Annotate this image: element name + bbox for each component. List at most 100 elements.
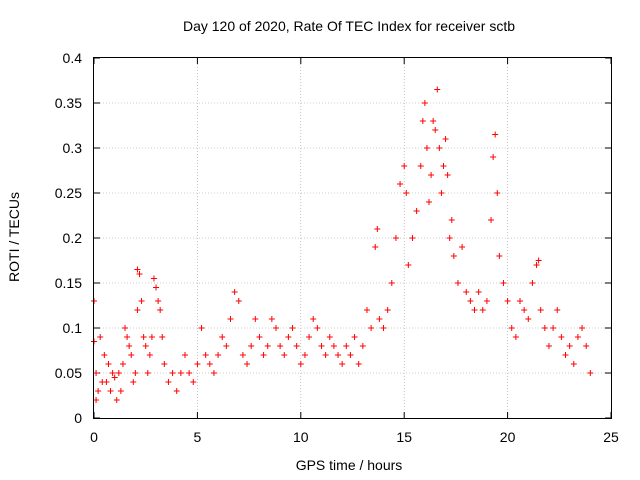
y-tick-label: 0.1 bbox=[63, 320, 83, 336]
data-point bbox=[550, 325, 557, 331]
data-point bbox=[235, 298, 242, 304]
data-point bbox=[132, 370, 139, 376]
data-point bbox=[517, 298, 524, 304]
data-point bbox=[177, 370, 184, 376]
data-point bbox=[130, 379, 137, 385]
data-point bbox=[432, 127, 439, 133]
data-point bbox=[440, 163, 447, 169]
data-point bbox=[142, 343, 149, 349]
data-point bbox=[583, 343, 590, 349]
data-point bbox=[459, 244, 466, 250]
data-point bbox=[363, 307, 370, 313]
data-point bbox=[351, 334, 358, 340]
data-point bbox=[202, 352, 209, 358]
data-point bbox=[405, 262, 412, 268]
x-tick-label: 5 bbox=[194, 429, 202, 445]
data-point bbox=[529, 280, 536, 286]
data-point bbox=[297, 361, 304, 367]
data-point bbox=[535, 257, 542, 264]
data-point bbox=[384, 307, 391, 313]
y-tick-label: 0.05 bbox=[55, 365, 82, 381]
data-point bbox=[252, 316, 259, 322]
data-point bbox=[403, 190, 410, 196]
data-point bbox=[165, 379, 172, 385]
data-point bbox=[368, 325, 375, 331]
data-point bbox=[335, 352, 342, 358]
data-point bbox=[248, 343, 255, 349]
data-point bbox=[210, 370, 217, 376]
data-point bbox=[93, 370, 100, 376]
data-point bbox=[306, 334, 313, 340]
data-point bbox=[372, 244, 379, 250]
data-point bbox=[475, 289, 482, 295]
data-point bbox=[219, 334, 226, 340]
data-point bbox=[545, 343, 552, 349]
data-point bbox=[467, 298, 474, 304]
data-point bbox=[558, 334, 565, 340]
data-point bbox=[146, 352, 153, 358]
data-point bbox=[541, 325, 548, 331]
data-point bbox=[490, 154, 497, 160]
y-tick-label: 0.25 bbox=[55, 185, 82, 201]
y-tick-label: 0.4 bbox=[63, 50, 83, 66]
data-point bbox=[138, 298, 145, 304]
data-point bbox=[122, 325, 129, 331]
data-point bbox=[448, 217, 455, 223]
data-point bbox=[223, 343, 230, 349]
data-point bbox=[310, 316, 317, 322]
data-point bbox=[401, 163, 408, 169]
data-point bbox=[436, 145, 443, 151]
x-tick-label: 20 bbox=[500, 429, 516, 445]
data-point bbox=[413, 208, 420, 214]
data-point bbox=[155, 298, 162, 304]
data-point bbox=[446, 235, 453, 241]
data-point bbox=[109, 370, 116, 376]
data-point bbox=[579, 325, 586, 331]
data-point bbox=[533, 262, 540, 268]
data-point bbox=[134, 266, 141, 273]
data-point bbox=[488, 217, 495, 223]
data-point bbox=[289, 325, 296, 331]
data-point bbox=[159, 334, 166, 340]
data-point bbox=[434, 86, 441, 93]
tick-labels: 0 5 10 15 20 25 0 0.05 0.1 0.15 0.2 0.25 0.3 0.35 0.4 bbox=[55, 50, 619, 445]
data-point bbox=[293, 343, 300, 349]
data-point bbox=[330, 343, 337, 349]
data-point bbox=[136, 271, 143, 277]
y-tick-label: 0 bbox=[74, 410, 82, 426]
data-point bbox=[419, 118, 426, 124]
data-point bbox=[272, 325, 279, 331]
data-point bbox=[343, 343, 350, 349]
data-point bbox=[173, 388, 180, 394]
data-point bbox=[347, 352, 354, 358]
data-point bbox=[494, 190, 501, 196]
data-point bbox=[521, 307, 528, 313]
data-point bbox=[388, 280, 395, 286]
data-point bbox=[105, 361, 112, 367]
data-point bbox=[428, 172, 435, 178]
data-point bbox=[570, 361, 577, 367]
data-point bbox=[463, 289, 470, 295]
data-point bbox=[496, 253, 503, 259]
data-point bbox=[392, 235, 399, 241]
data-point bbox=[355, 361, 362, 367]
data-points bbox=[91, 86, 594, 403]
data-point bbox=[101, 352, 108, 358]
data-point bbox=[374, 226, 381, 232]
data-point bbox=[277, 343, 284, 349]
y-tick-label: 0.2 bbox=[63, 230, 83, 246]
data-point bbox=[148, 334, 155, 340]
data-point bbox=[215, 352, 222, 358]
data-point bbox=[107, 388, 114, 394]
data-point bbox=[430, 118, 437, 124]
data-point bbox=[140, 334, 147, 340]
data-point bbox=[479, 307, 486, 313]
data-point bbox=[423, 145, 430, 151]
data-point bbox=[194, 361, 201, 367]
data-point bbox=[169, 370, 176, 376]
x-tick-label: 25 bbox=[603, 429, 619, 445]
data-point bbox=[126, 343, 133, 349]
data-point bbox=[566, 343, 573, 349]
